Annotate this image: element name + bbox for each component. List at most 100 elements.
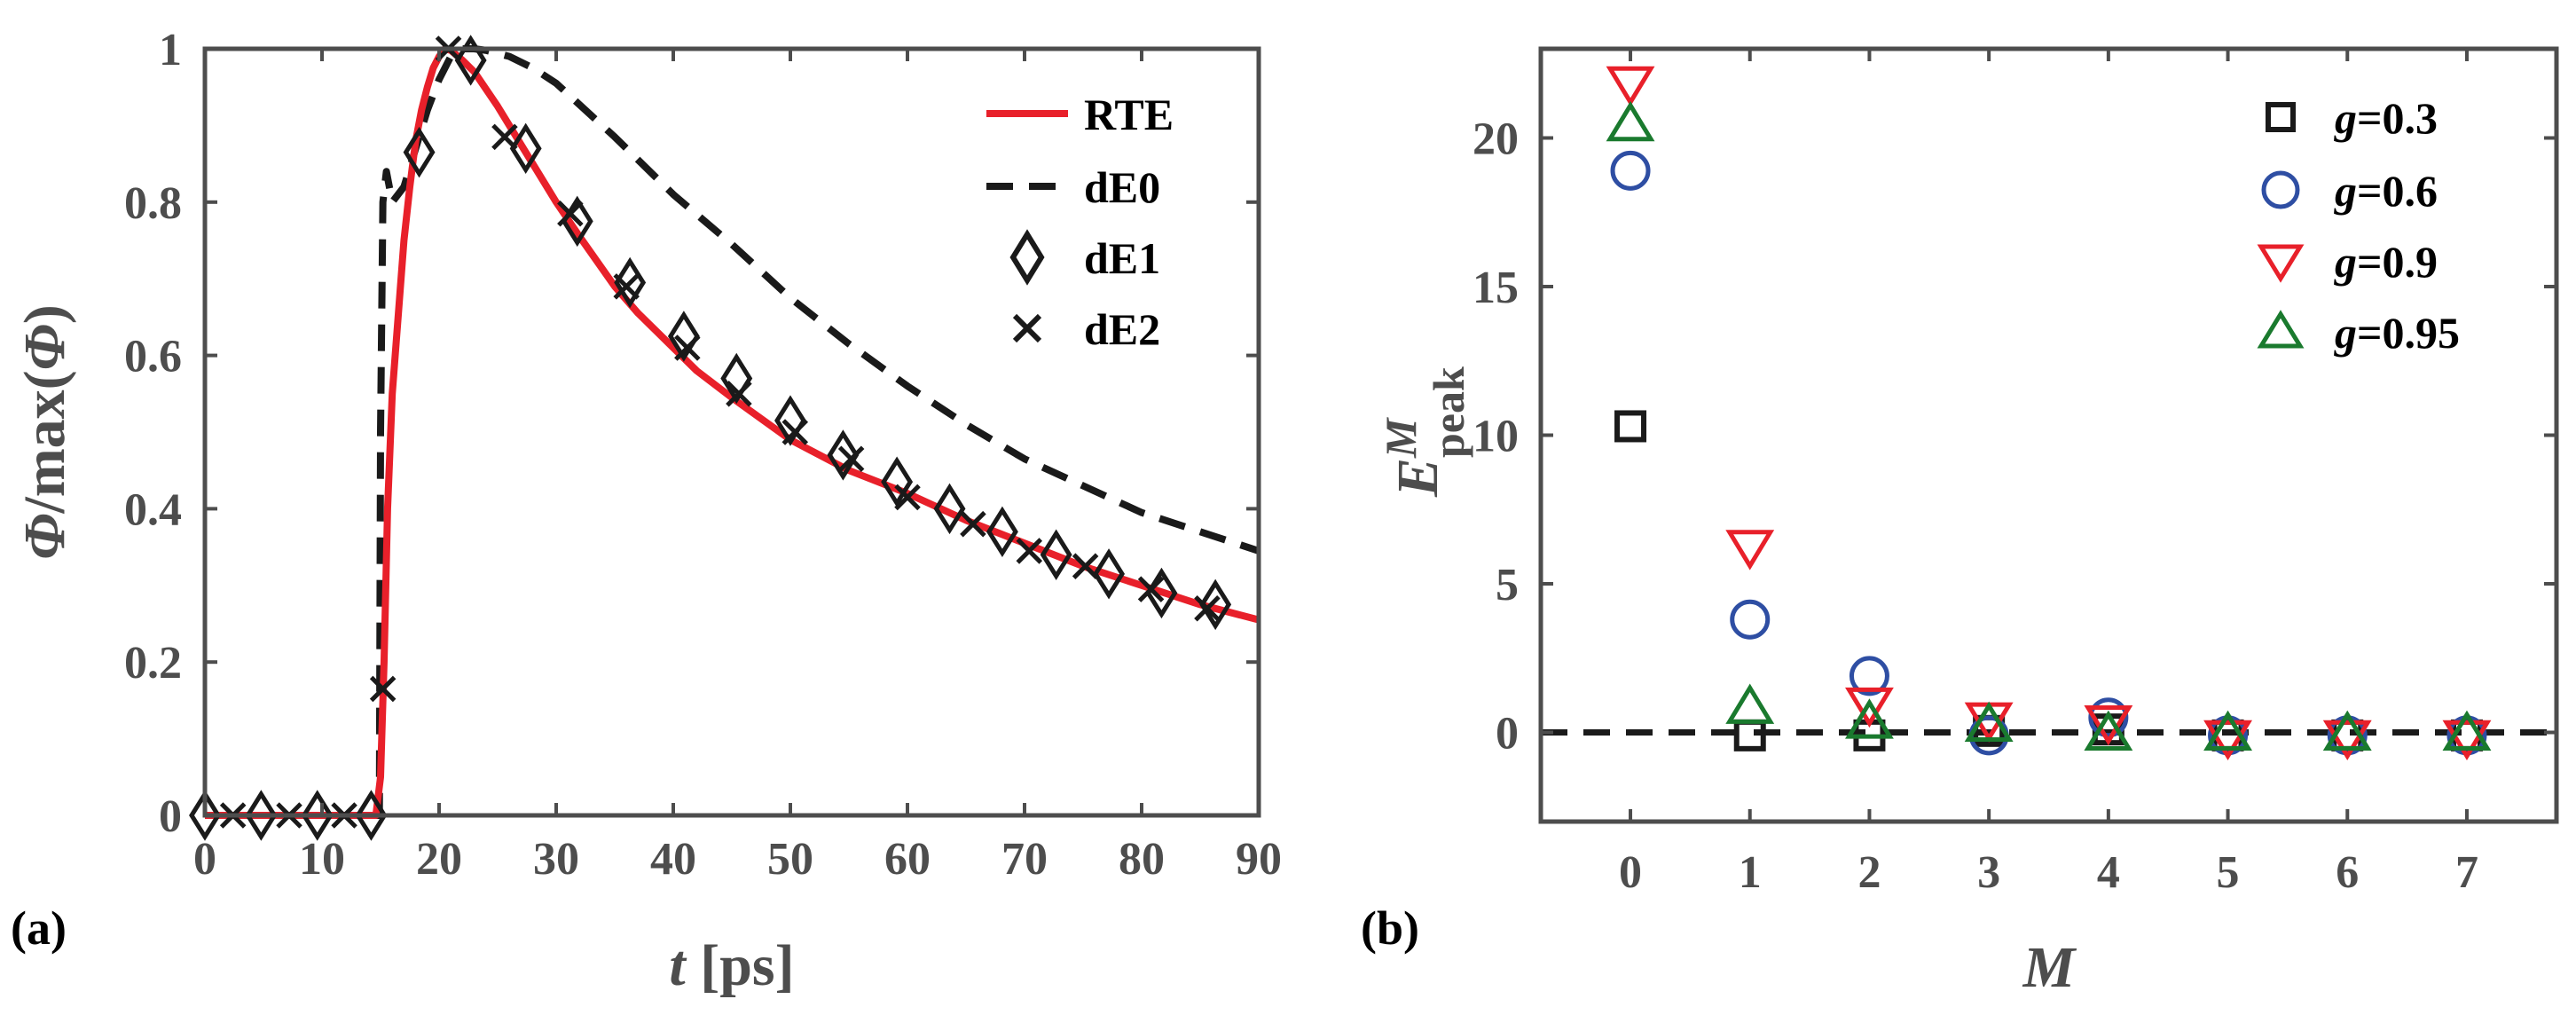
a-xtick-label-30: 30 [533,834,579,885]
a-xtick-label-50: 50 [767,834,813,885]
legend-g095-value: =0.95 [2357,308,2460,358]
b-g09-marker-1 [1725,530,1775,570]
b-ytick-label-10: 10 [1473,412,1519,462]
b-xtick-label-2: 2 [1857,847,1881,898]
b-g095-marker-0 [1606,100,1655,142]
panel-b-xlabel: M [2022,935,2077,1000]
legend-de2-label: dE2 [1084,304,1160,354]
panel-b-ticks: 0 1 2 3 4 5 6 7 0 5 10 15 20 [1473,49,2556,898]
a-de1-marker-12 [827,429,860,481]
a-ytick-label-2: 0.4 [124,484,182,535]
b-ytick-label-20: 20 [1473,114,1519,165]
b-xtick-label-5: 5 [2217,847,2240,898]
a-series-de0-line [205,45,1261,819]
a-ytick-label-0: 0 [159,791,182,842]
b-xtick-label-1: 1 [1739,847,1762,898]
a-xtick-label-20: 20 [416,834,462,885]
a-de1-marker-6 [509,122,542,175]
panel-b-legend: g=0.3 g=0.6 g=0.9 g=0.95 [2257,93,2460,358]
panel-b-label: (b) [1361,901,1419,955]
panel-a-axes-frame [202,46,1261,818]
a-de2-marker-14 [1016,538,1043,564]
panel-a-ticks: 0 10 20 30 40 50 60 70 80 90 0 0.2 0.4 0.6 0.8 1 [124,25,1282,885]
panel-b-plot-area [1541,66,2556,761]
a-de1-marker-4 [403,126,436,178]
b-ytick-label-0: 0 [1496,709,1519,759]
a-de1-marker-19 [1199,578,1232,631]
legend-de2-x-marker [1012,313,1042,343]
a-de1-marker-11 [774,395,806,446]
a-de1-marker-8 [614,256,647,309]
a-de1-marker-14 [933,483,966,535]
b-g095-marker-1 [1725,683,1775,724]
a-xtick-label-90: 90 [1236,834,1282,885]
legend-de1-label: dE1 [1084,233,1160,283]
b-xtick-label-6: 6 [2336,847,2359,898]
b-g095-marker-2 [1845,698,1894,739]
a-xtick-label-60: 60 [884,834,931,885]
panel-b-ylabel-sup: M [1376,417,1425,459]
legend-g03-label: g=0.3 [2334,93,2438,143]
a-de2-marker-6 [557,200,584,227]
b-xtick-label-3: 3 [1977,847,2000,898]
b-xtick-label-7: 7 [2455,847,2478,898]
panel-a-label: (a) [11,901,67,955]
a-de1-marker-9 [667,311,700,362]
a-de1-marker-15 [986,506,1018,558]
a-de2-marker-7 [613,273,640,300]
b-g095-marker-6 [2322,710,2372,751]
legend-g06-circle-marker [2261,170,2300,209]
legend-de1-diamond-marker [1009,229,1045,286]
a-de2-marker-5 [491,123,518,151]
b-g095-marker-4 [2084,710,2133,751]
legend-g03-square-marker [2266,102,2296,132]
a-de2-marker-15 [1072,553,1099,579]
b-g06-marker-2 [1849,656,1889,696]
a-de2-marker-3 [369,675,397,703]
a-de2-marker-17 [1194,594,1221,622]
legend-g06-label: g=0.6 [2334,166,2438,216]
b-g03-marker-0 [1614,410,1647,443]
a-de1-marker-5 [454,35,487,86]
b-g06-marker-0 [1610,150,1651,191]
legend-g095-label: g=0.95 [2334,308,2460,358]
legend-g03-value: =0.3 [2357,93,2438,143]
panel-a-legend: RTE dE0 dE1 dE2 [986,90,1174,354]
a-ytick-label-3: 0.6 [124,332,182,382]
a-xtick-label-10: 10 [299,834,345,885]
b-g09-marker-2 [1845,687,1894,728]
a-ytick-label-5: 1 [159,25,182,75]
panel-a-ylabel: Φ/max(Φ) [12,304,77,559]
a-de2-marker-9 [726,381,752,407]
a-de2-marker-10 [781,419,809,445]
a-de2-marker-11 [837,445,865,473]
a-de2-marker-16 [1137,576,1165,602]
legend-g09-label: g=0.9 [2334,237,2438,287]
legend-rte-label: RTE [1084,90,1174,139]
legend-de0-label: dE0 [1084,162,1160,212]
panel-a-ylabel-phi: Φ [12,514,77,560]
panel-a-ylabel-max: /max( [12,370,77,514]
b-ytick-label-5: 5 [1496,560,1519,610]
a-de2-marker-13 [960,510,986,538]
a-de1-marker-1 [245,790,278,841]
legend-g06-g: g [2334,166,2357,216]
a-de1-marker-2 [301,790,334,841]
b-g095-marker-7 [2442,710,2492,751]
b-g095-marker-3 [1964,701,2014,742]
panel-b-ylabel-e: E [1386,458,1450,498]
legend-g09-triangle-down-marker [2257,244,2305,283]
b-g09-marker-6 [2322,720,2372,761]
a-de1-marker-10 [720,352,753,405]
legend-g09-value: =0.9 [2357,237,2438,287]
a-de1-marker-3 [355,790,388,841]
a-xtick-label-80: 80 [1119,834,1165,885]
panel-b-ylabel: E peak M [1376,366,1473,498]
b-xtick-label-0: 0 [1619,847,1642,898]
panel-a-xlabel-unit: [ps] [686,933,795,998]
panel-a-ylabel-close: ) [12,304,77,324]
legend-g09-g: g [2334,237,2357,287]
legend-g095-g: g [2334,308,2357,358]
